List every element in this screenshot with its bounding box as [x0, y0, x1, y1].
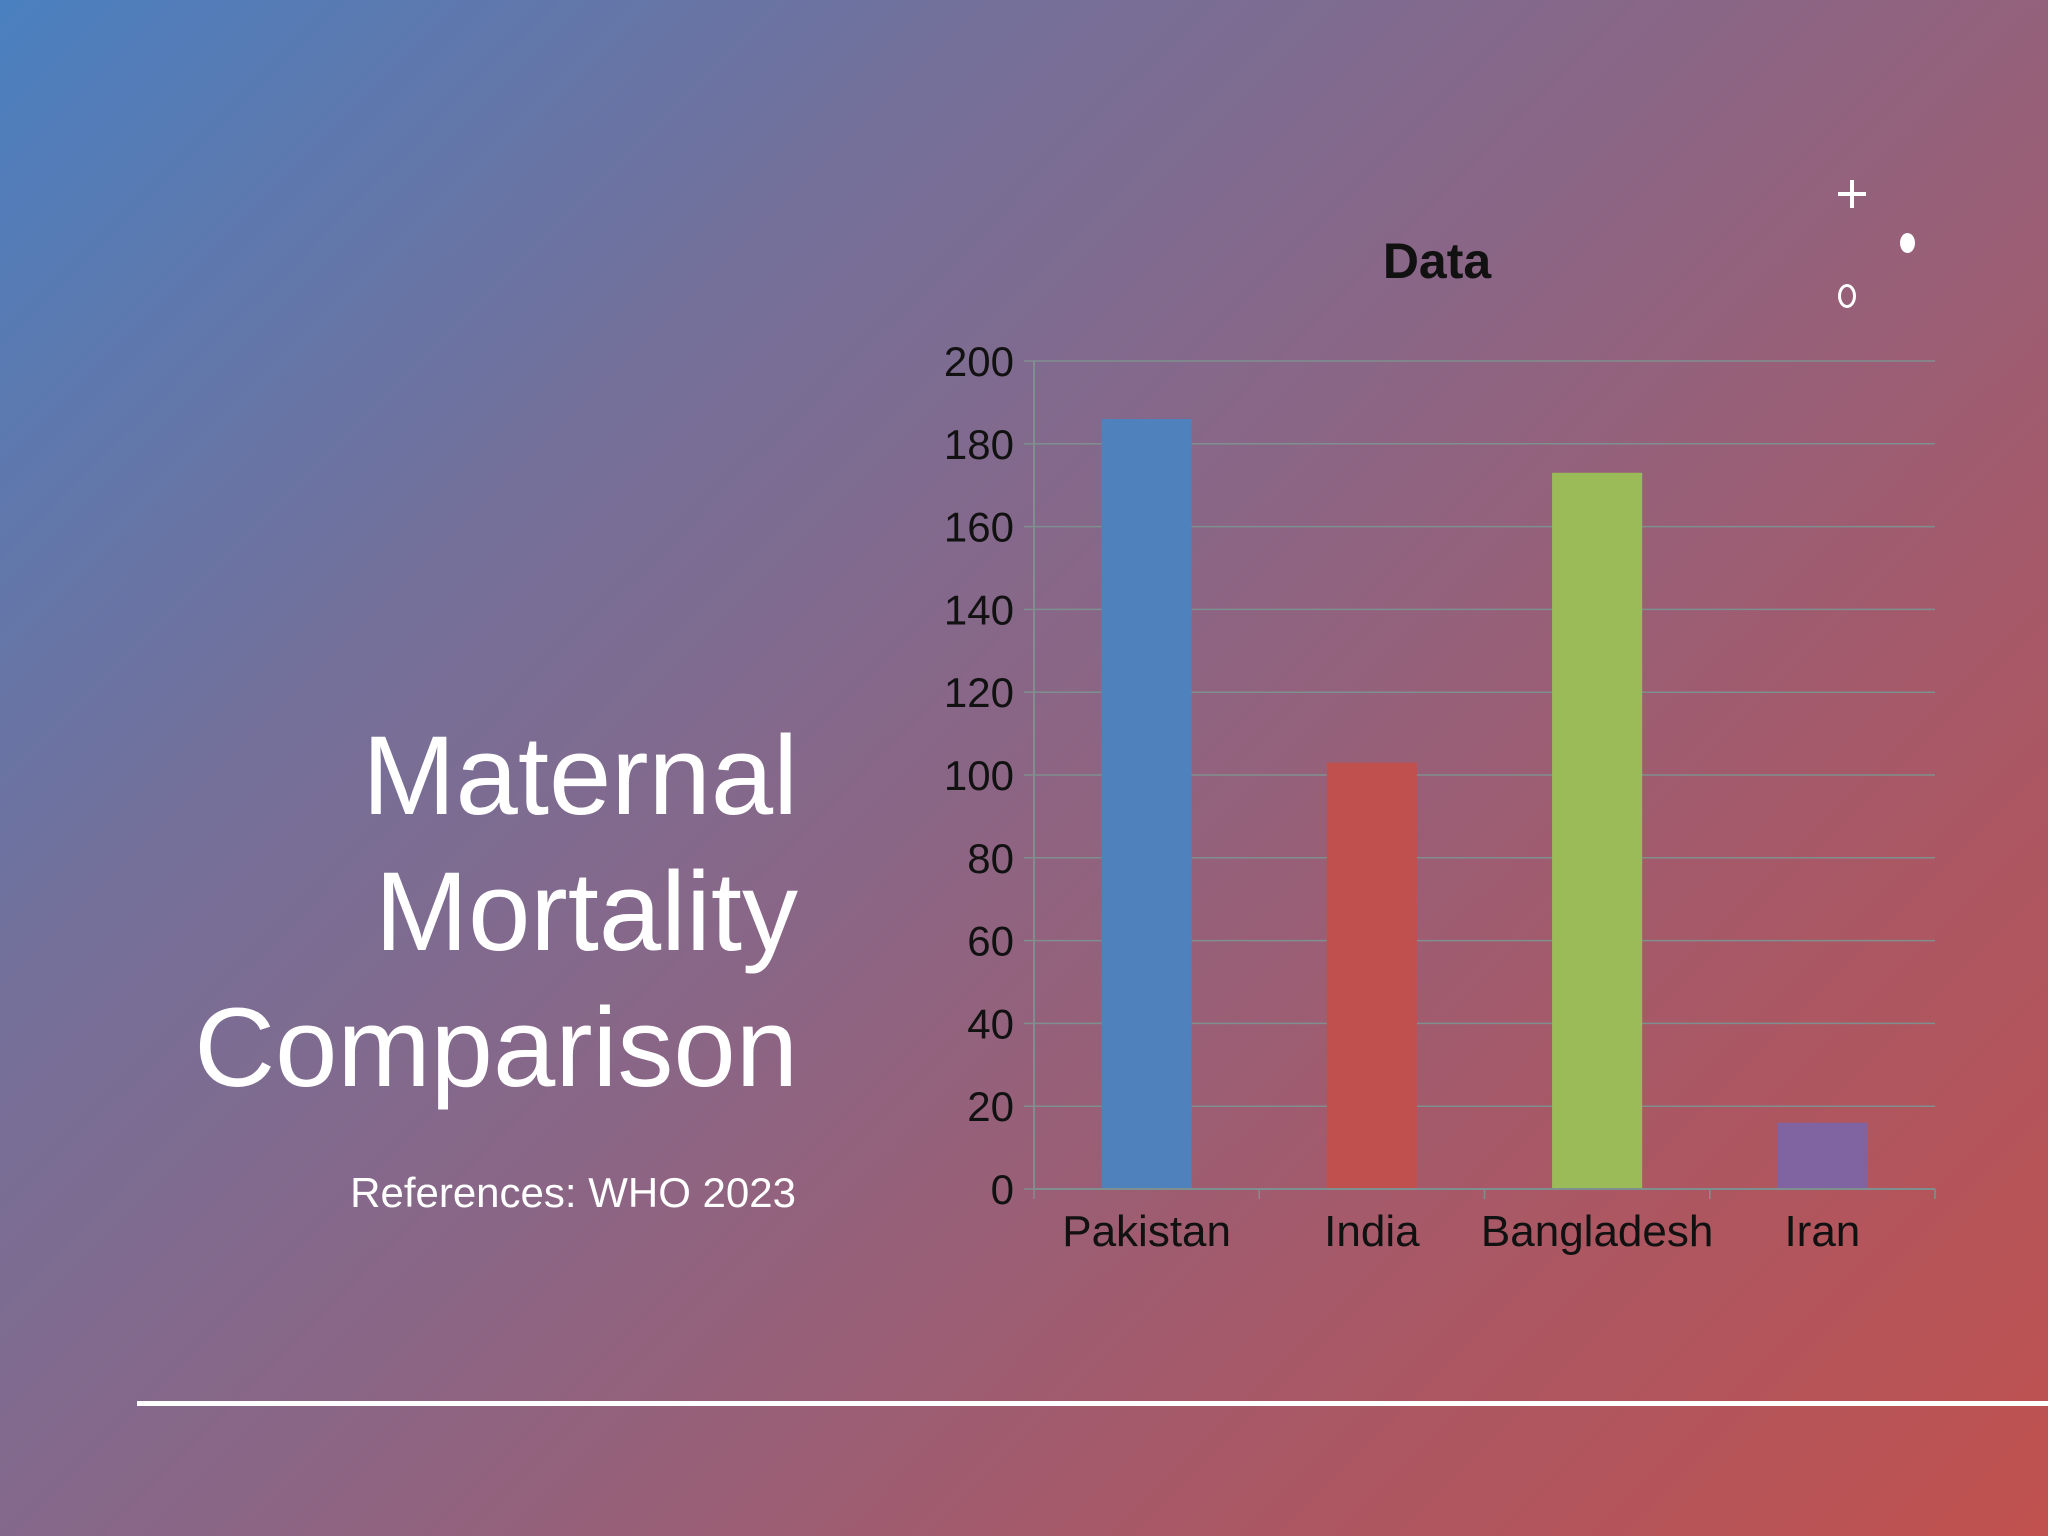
axes	[1024, 360, 1936, 1199]
x-tick-label: Bangladesh	[1481, 1207, 1713, 1256]
bar-pakistan	[1101, 418, 1192, 1190]
y-tick-label: 0	[991, 1166, 1014, 1213]
y-tick-label: 40	[967, 1000, 1014, 1047]
bars	[1101, 418, 1868, 1190]
plus-icon	[1838, 180, 1866, 208]
bar-india	[1326, 762, 1417, 1189]
y-tick-label: 200	[944, 338, 1014, 385]
bar-bangladesh	[1552, 472, 1643, 1189]
y-tick-label: 140	[944, 586, 1014, 633]
y-tick-label: 180	[944, 421, 1014, 468]
y-tick-label: 100	[944, 752, 1014, 799]
slide-title-line-1: Maternal	[362, 713, 798, 838]
slide-title-line-3: Comparison	[194, 985, 798, 1110]
x-tick-labels: Pakistan India Bangladesh Iran	[1062, 1207, 1860, 1256]
bar-iran	[1777, 1122, 1868, 1189]
y-tick-label: 160	[944, 504, 1014, 551]
chart-title: Data	[1383, 233, 1493, 289]
y-tick-label: 120	[944, 669, 1014, 716]
x-tick-label: Pakistan	[1062, 1207, 1231, 1256]
references-text: References: WHO 2023	[350, 1169, 796, 1216]
y-tick-labels: 0 20 40 60 80 100 120 140 160 180 200	[944, 338, 1014, 1213]
y-tick-label: 20	[967, 1083, 1014, 1130]
slide-title-line-2: Mortality	[374, 849, 798, 974]
x-tick-label: Iran	[1784, 1207, 1860, 1256]
x-tick-label: India	[1324, 1207, 1420, 1256]
y-tick-label: 80	[967, 835, 1014, 882]
dot-icon	[1900, 233, 1915, 253]
slide-title: Maternal Mortality Comparison	[78, 708, 798, 1116]
ring-icon	[1838, 284, 1856, 308]
bottom-divider	[137, 1401, 2048, 1406]
y-tick-label: 60	[967, 918, 1014, 965]
